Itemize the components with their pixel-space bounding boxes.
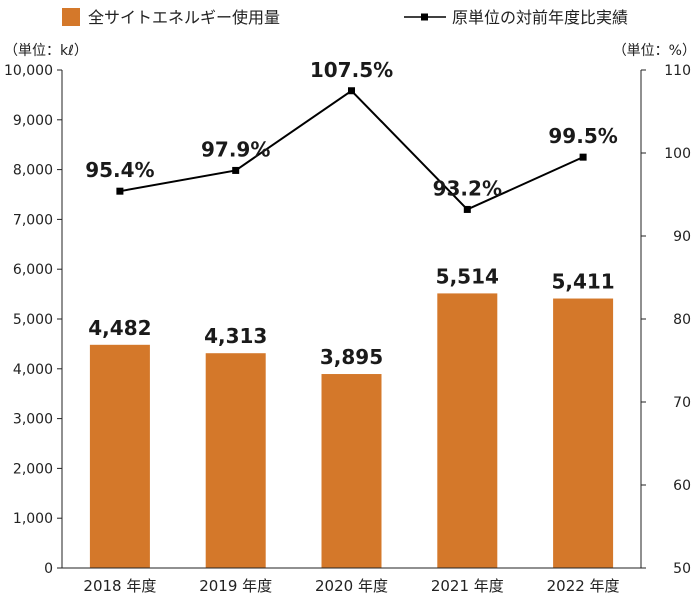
left-tick-label: 3,000 — [13, 412, 53, 428]
right-axis-unit: （単位：%） — [613, 43, 696, 59]
left-tick-label: 7,000 — [13, 212, 53, 228]
x-category-label: 2022 年度 — [547, 577, 620, 595]
line-point — [116, 187, 124, 195]
left-tick-label: 5,000 — [13, 312, 53, 328]
line-series — [119, 89, 584, 211]
left-tick-label: 2,000 — [13, 461, 53, 477]
line-value-label: 93.2% — [433, 176, 502, 200]
x-category-label: 2021 年度 — [431, 577, 504, 595]
line-point — [463, 205, 471, 213]
bar — [205, 353, 266, 568]
bar — [321, 374, 382, 568]
left-tick-label: 8,000 — [13, 163, 53, 179]
x-category-label: 2018 年度 — [83, 577, 156, 595]
x-category-label: 2019 年度 — [199, 577, 272, 595]
right-tick-label: 110 — [664, 63, 691, 79]
bar-value-label: 5,411 — [551, 270, 614, 294]
left-tick-label: 0 — [44, 561, 53, 577]
right-tick-label: 50 — [673, 561, 691, 577]
left-tick-label: 6,000 — [13, 262, 53, 278]
right-tick-label: 100 — [664, 146, 691, 162]
bar-value-label: 4,313 — [204, 324, 267, 348]
left-tick-label: 1,000 — [13, 511, 53, 527]
bar-value-label: 5,514 — [436, 264, 499, 288]
bar-value-label: 4,482 — [88, 316, 151, 340]
bar — [437, 293, 498, 568]
right-tick-label: 70 — [673, 395, 691, 411]
line-point — [348, 87, 355, 95]
x-category-label: 2020 年度 — [315, 577, 388, 595]
line-point — [232, 166, 240, 174]
line-value-label: 97.9% — [201, 137, 270, 161]
legend-bar-label: 全サイトエネルギー使用量 — [88, 8, 280, 27]
left-tick-label: 10,000 — [4, 63, 53, 79]
legend-line-marker — [421, 13, 428, 21]
bar — [553, 298, 614, 568]
right-tick-label: 90 — [673, 229, 691, 245]
line-point — [579, 153, 587, 161]
line-value-label: 107.5% — [310, 58, 393, 82]
right-tick-label: 60 — [673, 478, 691, 494]
bar-value-label: 3,895 — [320, 345, 383, 369]
legend-line-label: 原単位の対前年度比実績 — [452, 8, 628, 27]
line-value-label: 95.4% — [85, 158, 154, 182]
left-tick-label: 9,000 — [13, 113, 53, 129]
line-value-label: 99.5% — [548, 124, 617, 148]
bar — [89, 344, 150, 568]
legend-bar-swatch — [62, 8, 80, 26]
left-axis-unit: （単位：kℓ） — [4, 43, 88, 59]
left-tick-label: 4,000 — [13, 362, 53, 378]
right-tick-label: 80 — [673, 312, 691, 328]
